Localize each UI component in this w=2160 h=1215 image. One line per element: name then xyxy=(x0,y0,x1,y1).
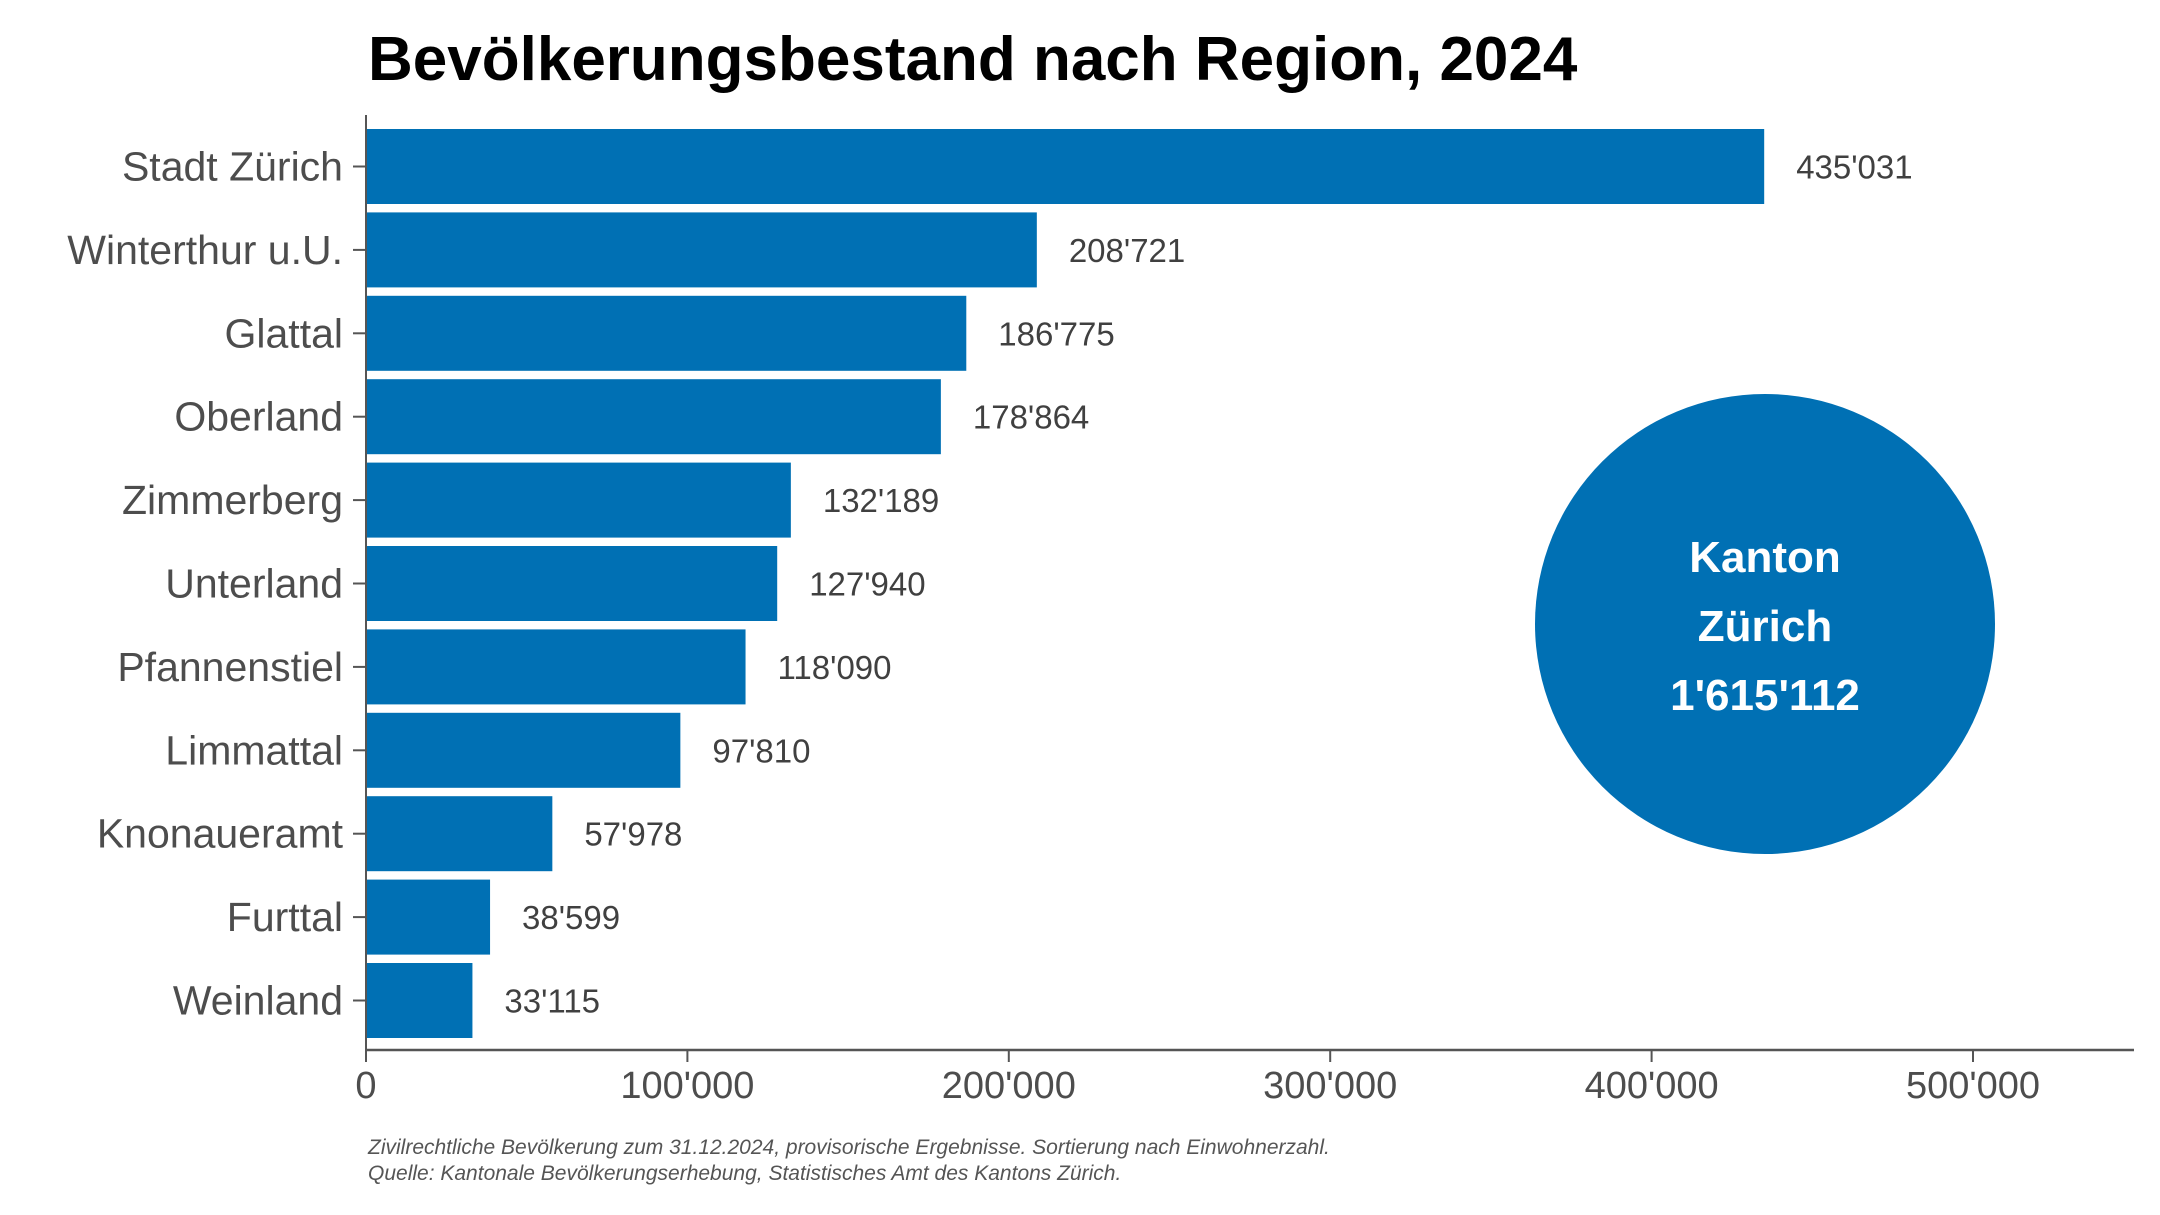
bar xyxy=(366,129,1765,204)
value-label: 127'940 xyxy=(809,566,925,603)
value-label: 97'810 xyxy=(712,732,810,769)
footnote-source: Quelle: Kantonale Bevölkerungserhebung, … xyxy=(368,1162,1121,1185)
y-tick-label: Furttal xyxy=(227,894,343,940)
total-circle xyxy=(1535,394,1995,854)
bar xyxy=(366,295,967,371)
x-tick-label: 0 xyxy=(355,1065,376,1107)
total-line-2: Zürich xyxy=(1698,602,1832,651)
x-tick-label: 500'000 xyxy=(1906,1065,2040,1107)
y-tick-label: Stadt Zürich xyxy=(122,144,343,190)
chart-title: Bevölkerungsbestand nach Region, 2024 xyxy=(368,25,1578,94)
value-label: 186'775 xyxy=(998,315,1114,352)
y-tick-label: Glattal xyxy=(225,310,344,356)
bar xyxy=(366,546,778,621)
y-tick-label: Pfannenstiel xyxy=(117,644,343,690)
bar xyxy=(366,629,746,705)
footnote-1: Zivilrechtliche Bevölkerung zum 31.12.20… xyxy=(367,1136,1330,1159)
value-label: 208'721 xyxy=(1069,232,1185,269)
bars: 435'031 208'721 186'775 178'864 132'189 127'9… xyxy=(366,129,1913,1038)
bar xyxy=(366,712,681,788)
y-tick-label: Limmattal xyxy=(165,727,343,773)
y-tick-label: Knonaueramt xyxy=(97,811,344,857)
value-label: 38'599 xyxy=(522,899,620,936)
value-label: 132'189 xyxy=(823,482,939,519)
bar xyxy=(366,796,553,872)
axes: Stadt Zürich Winterthur u.U. Glattal Oberla… xyxy=(67,115,2134,1107)
x-tick-label: 300'000 xyxy=(1263,1065,1397,1107)
total-value: 1'615'112 xyxy=(1670,671,1860,720)
x-tick-label: 100'000 xyxy=(620,1065,754,1107)
value-label: 435'031 xyxy=(1796,149,1912,186)
value-label: 33'115 xyxy=(504,983,600,1020)
bar xyxy=(366,879,491,955)
bar xyxy=(366,963,473,1038)
total-annotation: Kanton Zürich 1'615'112 xyxy=(1535,394,1995,854)
y-tick-label: Zimmerberg xyxy=(122,477,343,523)
y-tick-label: Weinland xyxy=(173,978,343,1024)
value-label: 178'864 xyxy=(973,399,1089,436)
y-tick-label: Oberland xyxy=(174,394,343,440)
x-tick-label: 400'000 xyxy=(1585,1065,1719,1107)
y-tick-label: Winterthur u.U. xyxy=(67,227,343,273)
bar xyxy=(366,379,941,455)
bar xyxy=(366,462,791,538)
y-tick-label: Unterland xyxy=(165,561,343,607)
total-line-1: Kanton xyxy=(1689,533,1841,582)
value-label: 118'090 xyxy=(778,649,892,686)
bar xyxy=(366,212,1037,288)
value-label: 57'978 xyxy=(584,816,682,853)
x-tick-label: 200'000 xyxy=(942,1065,1076,1107)
